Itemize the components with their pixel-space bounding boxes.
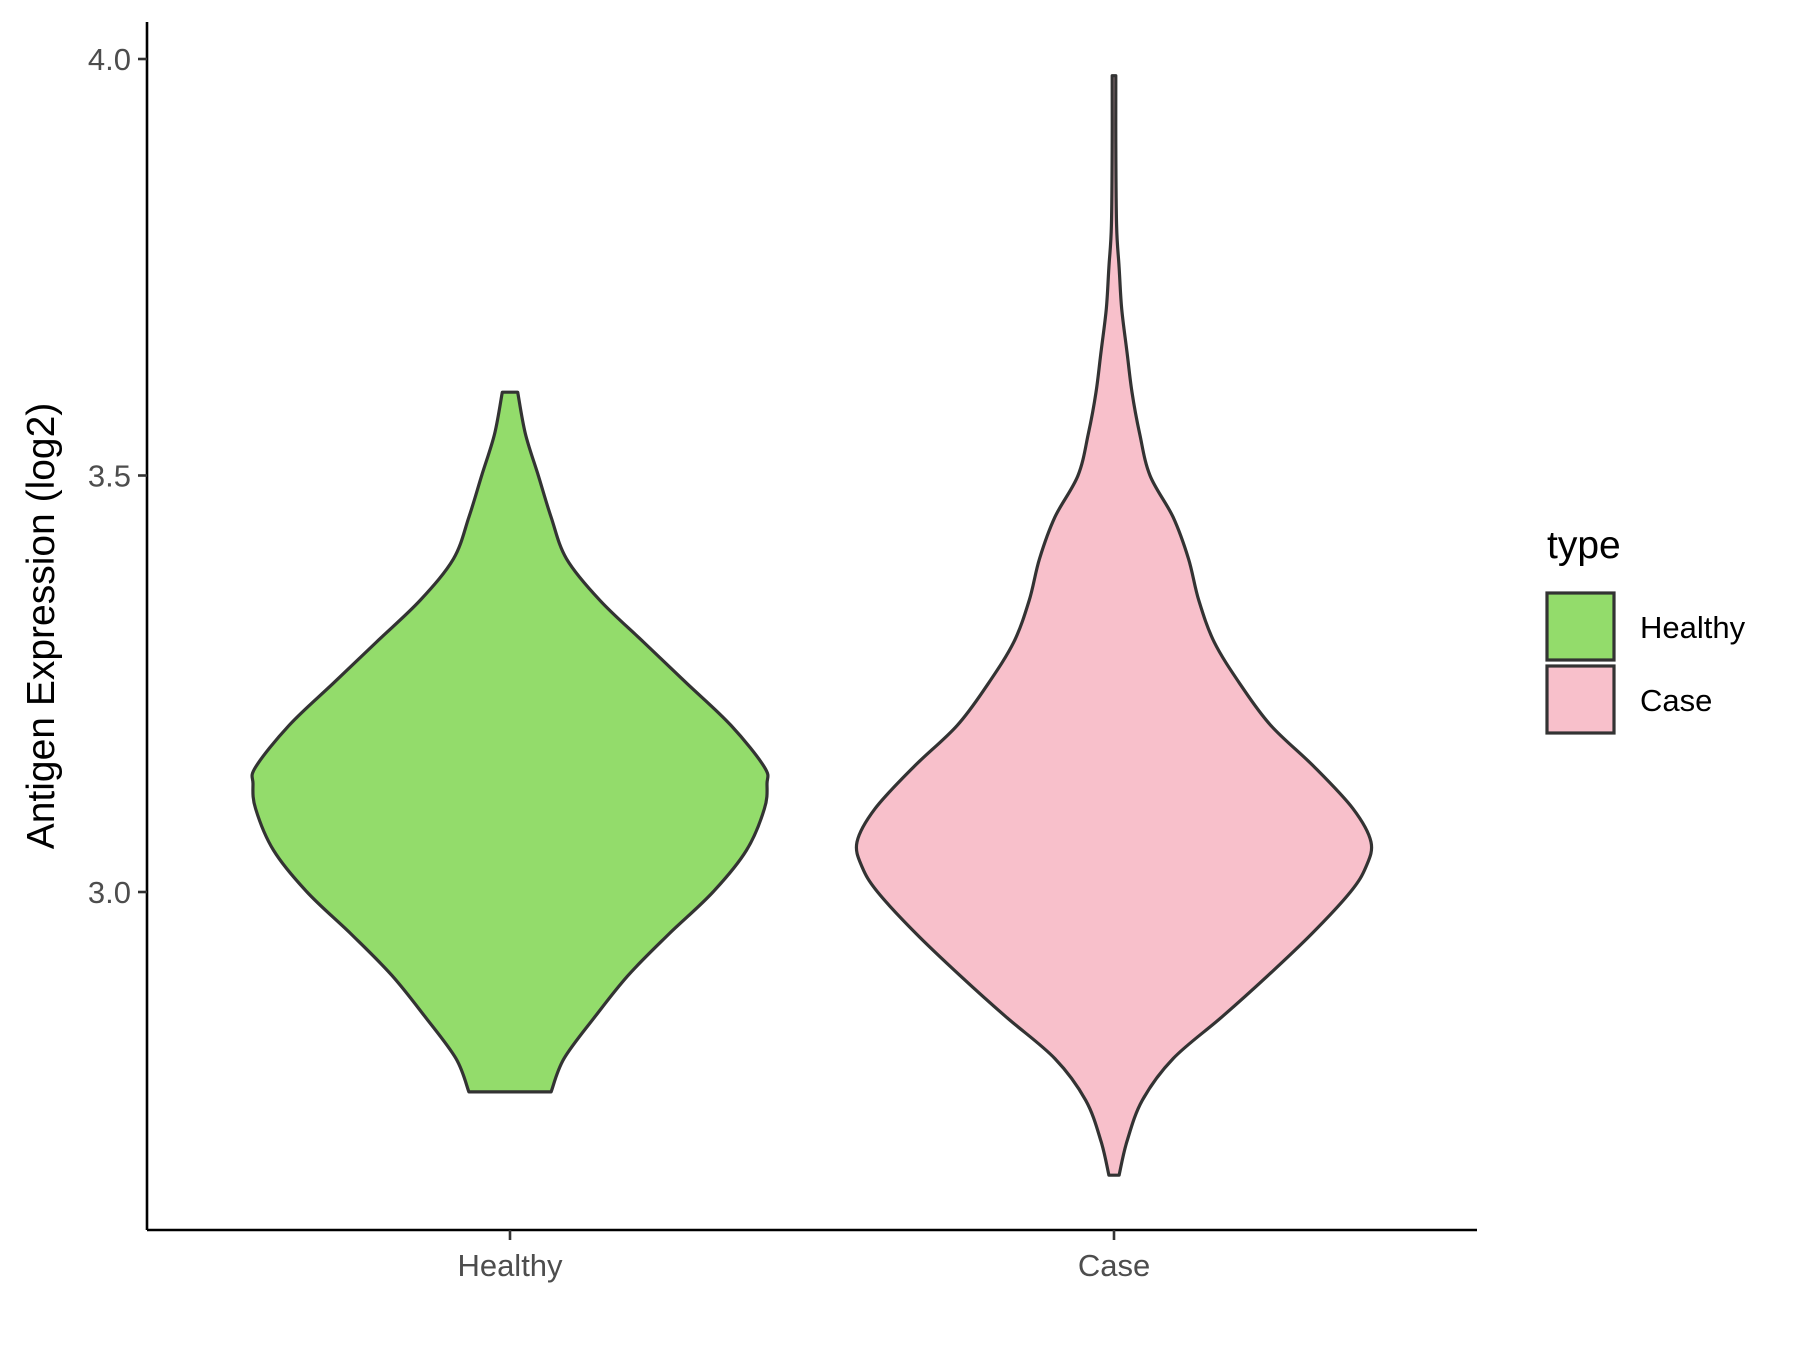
legend-label-healthy: Healthy — [1640, 610, 1746, 645]
violins-group — [250, 74, 1374, 1177]
y-axis-title: Antigen Expression (log2) — [20, 403, 63, 850]
violin-case — [854, 74, 1374, 1177]
x-tick-label: Case — [1078, 1248, 1150, 1283]
x-ticks-group: Healthy Case — [457, 1230, 1150, 1283]
y-ticks-group: 3.0 3.5 4.0 — [88, 42, 147, 910]
legend-title: type — [1547, 524, 1621, 567]
violin-healthy — [250, 390, 770, 1094]
legend-swatch-case — [1545, 664, 1616, 735]
legend-swatch-healthy — [1545, 591, 1616, 662]
legend: type Healthy Case — [1545, 524, 1746, 735]
x-tick-label: Healthy — [457, 1248, 563, 1283]
legend-label-case: Case — [1640, 683, 1712, 718]
y-tick-label: 3.5 — [88, 459, 131, 494]
y-tick-label: 4.0 — [88, 42, 131, 77]
y-tick-label: 3.0 — [88, 875, 131, 910]
